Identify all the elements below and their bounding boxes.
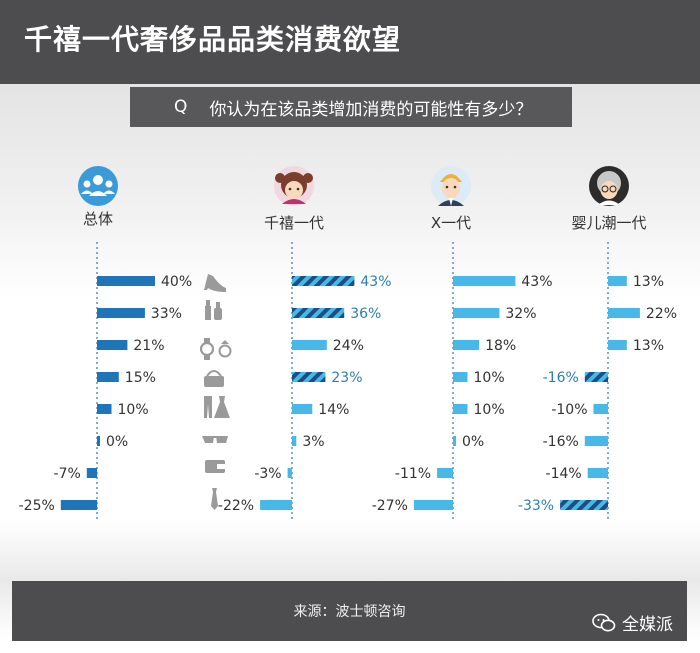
- bar-genx-3: [453, 340, 480, 350]
- bar-boomers-2: [608, 308, 640, 318]
- genx-man-icon: [431, 166, 471, 206]
- value-label-overall-1: 40%: [161, 274, 192, 290]
- value-label-boomers-2: 22%: [646, 306, 677, 322]
- bar-boomers-8: [560, 500, 608, 510]
- value-label-overall-6: 0%: [106, 434, 128, 450]
- question-prefix: Q: [174, 97, 188, 117]
- question-bar: Q 你认为在该品类增加消费的可能性有多少？: [130, 87, 572, 127]
- watch-ring-icon: [199, 338, 232, 360]
- value-label-millennials-8: -22%: [218, 498, 254, 514]
- value-label-millennials-4: 23%: [331, 370, 362, 386]
- value-label-millennials-6: 3%: [302, 434, 324, 450]
- bar-overall-6: [97, 436, 100, 446]
- bar-genx-8: [413, 500, 453, 510]
- value-label-genx-1: 43%: [521, 274, 552, 290]
- bar-overall-7: [86, 468, 97, 478]
- bar-overall-3: [97, 340, 128, 350]
- bar-genx-5: [453, 404, 468, 414]
- group-people-icon: [78, 166, 118, 206]
- bar-boomers-5: [593, 404, 608, 414]
- value-label-millennials-7: -3%: [254, 466, 281, 482]
- value-label-millennials-3: 24%: [333, 338, 364, 354]
- wallet-icon: [205, 460, 225, 473]
- value-label-genx-2: 32%: [505, 306, 536, 322]
- brand-name: 全媒派: [622, 615, 673, 635]
- value-label-boomers-4: -16%: [543, 370, 579, 386]
- bar-genx-4: [453, 372, 468, 382]
- bar-boomers-1: [608, 276, 627, 286]
- value-label-overall-2: 33%: [151, 306, 182, 322]
- bar-genx-6: [453, 436, 456, 446]
- bar-millennials-1: [292, 276, 355, 286]
- bar-boomers-4: [584, 372, 608, 382]
- bar-overall-1: [97, 276, 155, 286]
- bar-overall-8: [60, 500, 98, 510]
- bar-genx-7: [437, 468, 453, 478]
- value-label-millennials-1: 43%: [360, 274, 391, 290]
- value-label-boomers-8: -33%: [518, 498, 554, 514]
- bar-millennials-2: [292, 308, 345, 318]
- value-label-boomers-3: 13%: [633, 338, 664, 354]
- bar-genx-1: [453, 276, 516, 286]
- source-note: 来源：波士顿咨询: [293, 604, 406, 620]
- clothing-icon: [204, 396, 230, 418]
- value-label-overall-8: -25%: [19, 498, 55, 514]
- value-label-boomers-6: -16%: [543, 434, 579, 450]
- value-label-millennials-5: 14%: [318, 402, 349, 418]
- value-label-genx-8: -27%: [372, 498, 408, 514]
- bar-boomers-3: [608, 340, 627, 350]
- high-heel-icon: [204, 274, 226, 292]
- chart: 总体 千禧一代 X一代 婴儿潮一代 40%33: [19, 166, 677, 520]
- value-label-boomers-1: 13%: [633, 274, 664, 290]
- value-label-overall-5: 10%: [118, 402, 149, 418]
- group-label-boomers: 婴儿潮一代: [571, 214, 646, 232]
- bar-millennials-5: [292, 404, 313, 414]
- value-label-genx-4: 10%: [474, 370, 505, 386]
- sunglasses-icon: [202, 436, 228, 443]
- wechat-icon: [592, 613, 616, 631]
- bar-overall-5: [97, 404, 112, 414]
- boomer-woman-icon: [589, 166, 629, 206]
- value-label-genx-6: 0%: [462, 434, 484, 450]
- bar-millennials-7: [287, 468, 292, 478]
- bar-boomers-7: [587, 468, 608, 478]
- value-label-genx-3: 18%: [485, 338, 516, 354]
- cosmetics-icon: [205, 300, 222, 320]
- bar-millennials-3: [292, 340, 327, 350]
- bar-millennials-6: [292, 436, 297, 446]
- value-label-boomers-5: -10%: [551, 402, 587, 418]
- value-label-boomers-7: -14%: [546, 466, 582, 482]
- question-text: 你认为在该品类增加消费的可能性有多少？: [209, 99, 533, 120]
- group-label-millennials: 千禧一代: [264, 214, 324, 232]
- bar-boomers-6: [584, 436, 608, 446]
- bar-millennials-4: [292, 372, 326, 382]
- value-label-overall-7: -7%: [54, 466, 81, 482]
- handbag-icon: [204, 370, 224, 387]
- group-label-genx: X一代: [431, 214, 471, 232]
- value-label-millennials-2: 36%: [350, 306, 381, 322]
- value-label-genx-5: 10%: [474, 402, 505, 418]
- bar-overall-2: [97, 308, 145, 318]
- value-label-genx-7: -11%: [395, 466, 431, 482]
- bar-millennials-8: [260, 500, 292, 510]
- value-label-overall-4: 15%: [125, 370, 156, 386]
- bar-genx-2: [453, 308, 500, 318]
- page-title: 千禧一代奢侈品品类消费欲望: [24, 23, 402, 56]
- tie-icon: [211, 488, 218, 510]
- value-label-overall-3: 21%: [133, 338, 164, 354]
- millennial-girl-icon: [274, 166, 314, 206]
- bar-overall-4: [97, 372, 119, 382]
- group-label-overall: 总体: [83, 210, 113, 228]
- footer: 来源：波士顿咨询 全媒派: [12, 581, 687, 641]
- brand: 全媒派: [592, 610, 673, 635]
